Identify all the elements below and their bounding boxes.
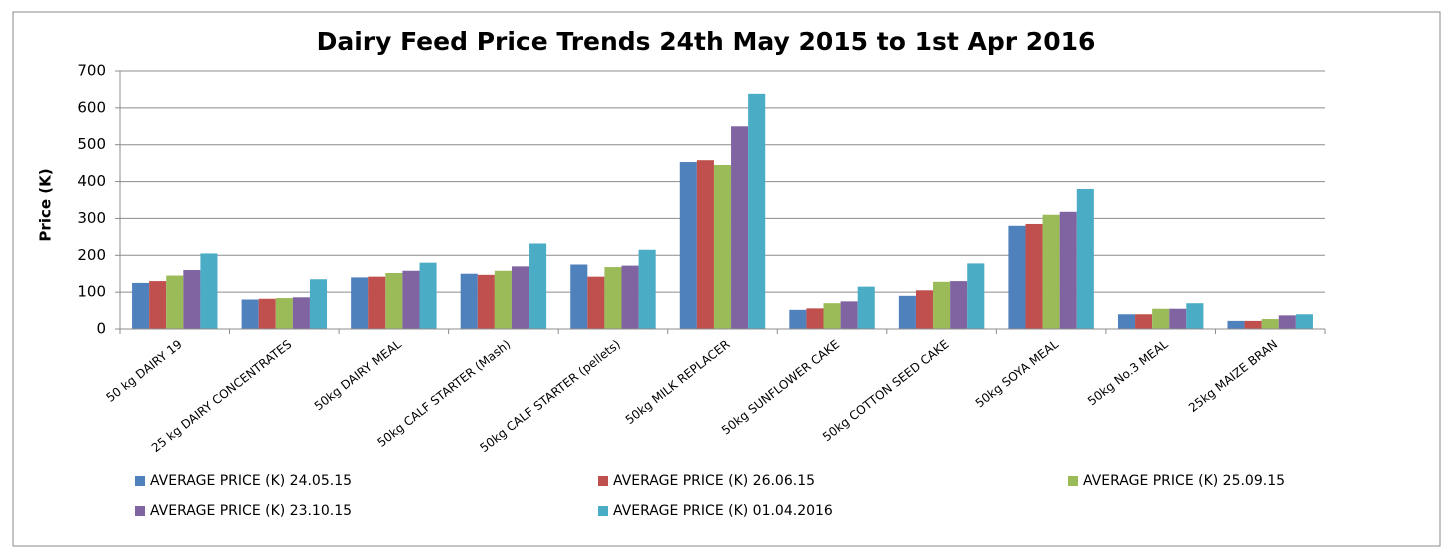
bar bbox=[1008, 225, 1026, 329]
bar bbox=[915, 290, 934, 329]
bar bbox=[638, 249, 656, 329]
bar bbox=[1117, 314, 1136, 329]
legend-label: AVERAGE PRICE (K) 24.05.15 bbox=[150, 473, 352, 489]
y-tick-label: 200 bbox=[77, 246, 106, 264]
bar bbox=[132, 282, 150, 329]
bar bbox=[1076, 188, 1094, 329]
bar bbox=[679, 162, 697, 329]
bar bbox=[149, 281, 167, 329]
bar bbox=[292, 297, 310, 329]
y-tick-label: 500 bbox=[77, 135, 106, 153]
bar bbox=[806, 308, 824, 329]
bar bbox=[1186, 303, 1204, 329]
legend-swatch bbox=[135, 476, 145, 486]
bar bbox=[1169, 308, 1187, 329]
bar bbox=[898, 295, 916, 329]
bar bbox=[200, 253, 218, 329]
bar bbox=[368, 276, 386, 329]
y-tick-label: 0 bbox=[96, 320, 106, 338]
legend-swatch bbox=[598, 506, 608, 516]
legend-label: AVERAGE PRICE (K) 23.10.15 bbox=[150, 503, 352, 519]
bar bbox=[840, 301, 858, 329]
bar bbox=[731, 126, 749, 330]
bar bbox=[241, 299, 259, 329]
bar bbox=[419, 262, 437, 329]
bar bbox=[477, 274, 495, 329]
legend-swatch bbox=[1068, 476, 1078, 486]
bar bbox=[1278, 315, 1296, 329]
bar bbox=[713, 164, 732, 329]
legend-label: AVERAGE PRICE (K) 26.06.15 bbox=[613, 473, 815, 489]
bar bbox=[1261, 319, 1279, 329]
legend-label: AVERAGE PRICE (K) 25.09.15 bbox=[1083, 473, 1285, 489]
bar bbox=[789, 309, 807, 329]
y-tick-label: 600 bbox=[77, 98, 106, 116]
bar bbox=[351, 277, 369, 329]
bar bbox=[933, 281, 951, 329]
bar bbox=[621, 265, 639, 329]
bar bbox=[183, 270, 201, 329]
y-axis-label: Price (K) bbox=[37, 168, 55, 241]
y-tick-label: 100 bbox=[77, 283, 106, 301]
y-tick-label: 300 bbox=[77, 209, 106, 227]
bar bbox=[604, 267, 622, 329]
chart-title: Dairy Feed Price Trends 24th May 2015 to… bbox=[317, 27, 1096, 56]
bar bbox=[166, 275, 184, 329]
bar bbox=[529, 243, 547, 329]
bar bbox=[748, 93, 766, 329]
bar bbox=[1227, 320, 1245, 329]
bar bbox=[385, 272, 403, 329]
bar bbox=[570, 264, 588, 329]
legend-swatch bbox=[135, 506, 145, 516]
y-tick-label: 400 bbox=[77, 172, 106, 190]
legend-swatch bbox=[598, 476, 608, 486]
bar bbox=[857, 286, 875, 329]
bar bbox=[823, 303, 841, 329]
bar bbox=[494, 270, 512, 329]
bar bbox=[967, 263, 985, 329]
bar bbox=[1295, 314, 1313, 329]
bar bbox=[1244, 320, 1262, 329]
bar bbox=[511, 266, 530, 329]
bar bbox=[1152, 308, 1170, 329]
bar bbox=[275, 298, 293, 329]
y-tick-label: 700 bbox=[77, 62, 106, 80]
bar bbox=[258, 298, 276, 329]
bar bbox=[1042, 214, 1060, 329]
bar bbox=[950, 281, 968, 329]
bar bbox=[587, 276, 605, 329]
bar bbox=[696, 160, 714, 329]
bar bbox=[460, 273, 478, 329]
bar bbox=[1059, 211, 1077, 329]
bar bbox=[309, 279, 328, 329]
bar bbox=[1025, 223, 1043, 329]
bar bbox=[1135, 314, 1153, 329]
bar bbox=[402, 270, 420, 329]
legend-label: AVERAGE PRICE (K) 01.04.2016 bbox=[613, 503, 833, 519]
